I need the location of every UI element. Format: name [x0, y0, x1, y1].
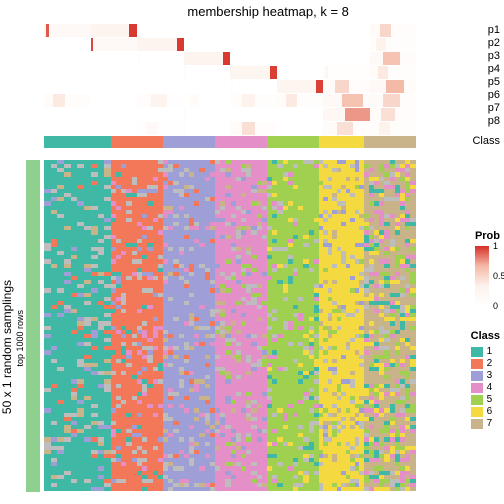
p-label: p3: [488, 50, 500, 63]
legend-class-item: 4: [471, 382, 500, 393]
row-dendro-bar: [26, 160, 40, 492]
p-label: p2: [488, 37, 500, 50]
legend-prob-gradient: [475, 246, 489, 306]
p-label: p7: [488, 102, 500, 115]
p-label: p8: [488, 115, 500, 128]
p-label: p4: [488, 63, 500, 76]
p-label: p5: [488, 76, 500, 89]
legend-class-item: 7: [471, 418, 500, 429]
legend-class-item: 3: [471, 370, 500, 381]
legend-class-item: 6: [471, 406, 500, 417]
main-sampling-heatmap: [44, 160, 416, 492]
class-band-label: Class: [472, 135, 500, 147]
legend-prob: Prob 10.50: [475, 230, 500, 306]
legend-class: Class 1234567: [471, 330, 500, 430]
legend-class-item: 5: [471, 394, 500, 405]
p-label: p6: [488, 89, 500, 102]
class-color-band: [44, 136, 416, 148]
side-label-samplings: 50 x 1 random samplings: [0, 280, 14, 414]
chart-title: membership heatmap, k = 8: [187, 4, 349, 19]
legend-class-title: Class: [471, 330, 500, 342]
side-label-rows: top 1000 rows: [15, 310, 25, 367]
legend-class-item: 1: [471, 346, 500, 357]
membership-top-heatmap: [44, 24, 416, 136]
p-row-labels: p1p2p3p4p5p6p7p8: [488, 24, 500, 128]
p-label: p1: [488, 24, 500, 37]
legend-class-item: 2: [471, 358, 500, 369]
